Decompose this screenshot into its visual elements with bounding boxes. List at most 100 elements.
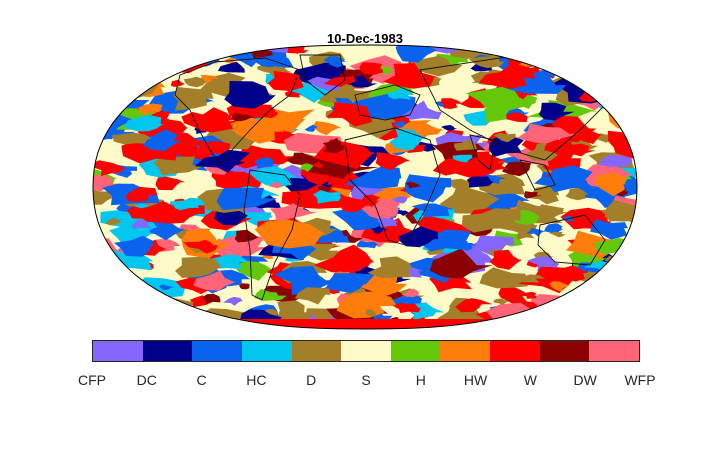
region-dw [231,112,254,122]
region-w [586,293,610,303]
region-hw [539,304,598,324]
region-w [592,287,628,307]
region-d [524,185,560,205]
region-dw [583,282,600,289]
region-d [461,208,521,233]
region-c [325,273,375,293]
region-dc [557,45,596,57]
region-w [615,275,631,284]
region-dc [466,176,494,188]
map-regions [93,45,637,329]
colorbar-label-dc: DC [136,372,157,388]
region-dc [194,149,250,173]
region-w [498,287,531,306]
colorbar-label-s: S [361,372,371,388]
coastline-segment [537,214,606,266]
colorbar-swatch-s [341,341,391,361]
region-d [603,45,637,62]
coastline-segment [519,159,556,191]
region-c [304,124,318,132]
region-w [281,45,309,54]
region-w [125,186,158,202]
region-d [604,255,632,269]
region-c [624,97,637,104]
region-d [146,297,197,328]
region-dc [586,325,604,329]
colorbar [92,340,640,362]
region-w [136,201,184,223]
region-hw [387,189,413,201]
region-w [155,46,210,70]
region-wfp [269,182,283,189]
region-w [325,102,373,127]
region-wfp [401,288,420,297]
region-hc [123,115,164,132]
colorbar-label-hw: HW [463,372,488,388]
region-d [294,287,331,305]
region-d [548,52,575,62]
colorbar-label-wfp: WFP [624,372,656,388]
region-dw [502,161,531,177]
region-c [609,83,637,97]
map-frame [92,44,638,330]
region-wfp [100,45,130,54]
region-w [211,169,248,190]
region-c [216,187,278,211]
region-c [254,157,274,169]
region-h [233,260,272,281]
region-dc [394,209,411,216]
region-h [601,78,637,94]
region-c [93,54,123,67]
region-w [155,175,186,191]
region-w [489,249,523,270]
region-d [493,298,510,305]
region-d [93,188,117,205]
region-w [565,48,628,72]
region-cfp [93,86,119,105]
region-w [93,88,107,96]
region-d [365,309,377,318]
region-hw [549,281,570,292]
region-hw [594,172,626,197]
region-hw [95,45,141,60]
region-c [140,129,182,152]
region-w [93,282,133,301]
region-w [339,195,370,213]
region-w [105,275,127,283]
region-w [605,295,637,317]
coastline-segment [354,84,421,121]
region-dw [564,55,594,70]
colorbar-label-dw: DW [573,372,597,388]
region-w [521,291,537,299]
region-d [604,200,637,224]
region-c [393,120,407,128]
coastline-segment [243,169,301,301]
region-cfp [462,235,515,258]
region-w [518,266,585,294]
region-c [356,240,379,249]
region-hw [359,274,408,297]
region-c [352,93,420,119]
region-c [222,45,267,68]
region-dc [398,226,439,248]
region-wfp [216,235,267,260]
region-hw [406,121,443,136]
region-c [96,293,132,308]
region-dw [524,191,543,199]
coastlines [174,54,611,301]
region-hw [138,103,163,115]
region-dc [538,102,575,121]
region-w [455,298,493,313]
region-dw [405,181,421,189]
coastline-segment [174,57,301,166]
region-d [512,274,546,283]
region-c [526,227,545,237]
region-w [93,160,127,177]
coastline-segment [344,127,441,246]
colorbar-swatch-dc [142,341,193,361]
region-d [577,69,630,91]
colorbar-label-hc: HC [246,372,267,388]
region-c [550,49,603,74]
region-w [375,152,411,171]
